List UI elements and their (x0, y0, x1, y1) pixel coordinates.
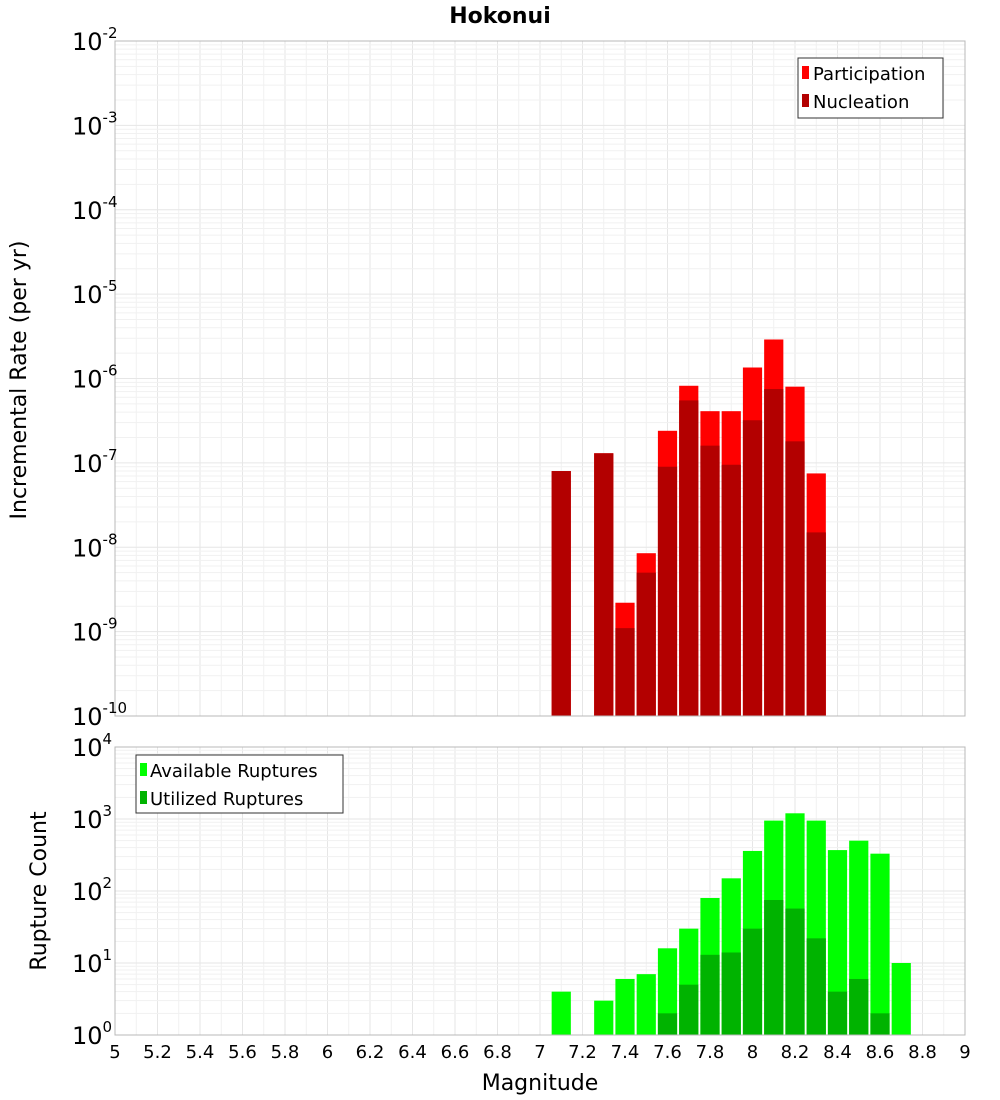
rate-y-tick-label: 10-7 (72, 446, 118, 478)
magnitude-x-ticks: 5 5.2 5.4 5.6 5.8 6 6.2 6.4 6.6 6.8 7 7.2 7.4 7.6 7.8 8… (109, 1042, 970, 1063)
count-y-tick-label: 101 (72, 946, 112, 978)
rate-y-ticks: 10-10 10-9 10-8 10-7 10-6 10-5 10-4 10-3 10-2 (72, 24, 127, 731)
count-bar-available-ruptures (657, 948, 678, 1035)
rate-y-tick-label: 10-6 (72, 362, 118, 394)
x-tick-label: 8.4 (823, 1042, 852, 1063)
count-bar-utilized-ruptures (764, 899, 784, 1035)
rate-legend: Participation Nucleation (797, 57, 944, 119)
rate-y-tick-label: 10-3 (72, 108, 118, 140)
rate-bar-nucleation (657, 466, 678, 716)
nucleation-legend-label: Nucleation (813, 92, 909, 113)
rupture-count-y-axis-label: Rupture Count (27, 811, 52, 971)
x-tick-label: 5.4 (186, 1042, 215, 1063)
count-bar-available-ruptures (551, 991, 571, 1035)
nucleation-legend-swatch (802, 94, 809, 107)
rate-bar-nucleation (785, 441, 805, 716)
x-tick-label: 6.6 (441, 1042, 470, 1063)
x-tick-label: 9 (959, 1042, 970, 1063)
magnitude-x-axis-label: Magnitude (482, 1071, 599, 1096)
rate-bar-nucleation (806, 532, 826, 716)
rate-bars (551, 339, 826, 716)
count-legend: Available Ruptures Utilized Ruptures (135, 754, 344, 814)
count-bar-available-ruptures (870, 853, 890, 1035)
rate-panel: 10-10 10-9 10-8 10-7 10-6 10-5 10-4 10-3 10-2 In… (7, 24, 966, 731)
count-bar-available-ruptures (636, 974, 656, 1035)
x-tick-label: 5 (109, 1042, 120, 1063)
x-tick-label: 7.6 (653, 1042, 682, 1063)
x-tick-label: 8 (747, 1042, 758, 1063)
count-bar-utilized-ruptures (785, 908, 805, 1035)
count-legend-box (135, 754, 344, 814)
count-bar-available-ruptures (615, 978, 635, 1035)
count-y-tick-label: 103 (72, 802, 112, 834)
count-bar-utilized-ruptures (679, 984, 699, 1035)
rate-grid (114, 41, 966, 717)
rate-y-tick-label: 10-2 (72, 24, 118, 56)
rate-y-tick-label: 10-5 (72, 277, 118, 309)
participation-legend-swatch (802, 66, 809, 79)
x-tick-label: 7 (534, 1042, 545, 1063)
count-y-tick-label: 104 (72, 730, 112, 762)
count-panel: 100 101 102 103 104 5 5.2 5.4 5.6 5.8 6 6.2 6.4 6.6 6… (27, 730, 971, 1096)
available-legend-swatch (140, 763, 147, 776)
x-tick-label: 7.8 (696, 1042, 725, 1063)
x-tick-label: 5.8 (271, 1042, 300, 1063)
count-plot-frame (114, 746, 966, 1036)
rate-bar-nucleation (721, 464, 741, 716)
x-tick-label: 6.4 (398, 1042, 427, 1063)
utilized-legend-swatch (140, 791, 147, 804)
participation-legend-label: Participation (813, 64, 925, 85)
x-tick-label: 5.6 (228, 1042, 257, 1063)
rate-y-tick-label: 10-8 (72, 530, 118, 562)
rate-y-tick-label: 10-9 (72, 615, 118, 647)
x-tick-label: 8.8 (908, 1042, 937, 1063)
x-tick-label: 8.6 (866, 1042, 895, 1063)
rate-bar-nucleation (636, 572, 656, 716)
rate-bar-nucleation (594, 453, 614, 716)
count-bar-available-ruptures (827, 850, 848, 1035)
count-bar-utilized-ruptures (721, 952, 741, 1035)
count-y-tick-label: 100 (72, 1018, 112, 1050)
count-bar-utilized-ruptures (700, 954, 720, 1035)
rate-y-tick-label: 10-10 (72, 699, 127, 731)
rate-bar-nucleation (700, 445, 720, 716)
x-tick-label: 7.2 (568, 1042, 597, 1063)
rate-legend-box (797, 57, 944, 119)
count-bar-utilized-ruptures (742, 928, 763, 1035)
rate-bar-nucleation (764, 389, 784, 716)
x-tick-label: 6.2 (356, 1042, 385, 1063)
x-tick-label: 6 (322, 1042, 333, 1063)
count-bar-available-ruptures (891, 963, 911, 1035)
count-bar-utilized-ruptures (870, 1013, 890, 1035)
count-y-ticks: 100 101 102 103 104 (72, 730, 112, 1050)
utilized-legend-label: Utilized Ruptures (150, 789, 303, 810)
x-tick-label: 8.2 (781, 1042, 810, 1063)
rate-y-axis-label: Incremental Rate (per yr) (7, 241, 32, 520)
x-tick-label: 6.8 (483, 1042, 512, 1063)
rate-plot-frame (114, 40, 966, 717)
count-bar-available-ruptures (594, 1000, 614, 1035)
rate-bar-nucleation (742, 420, 763, 716)
count-bar-utilized-ruptures (827, 991, 848, 1035)
rate-y-tick-label: 10-4 (72, 193, 118, 225)
rate-bar-nucleation (551, 471, 571, 716)
x-tick-label: 5.2 (143, 1042, 172, 1063)
count-bars (551, 813, 911, 1035)
chart-title: Hokonui (449, 4, 551, 29)
count-bar-utilized-ruptures (657, 1013, 678, 1035)
count-bar-utilized-ruptures (806, 938, 826, 1035)
count-y-tick-label: 102 (72, 874, 112, 906)
x-tick-label: 7.4 (611, 1042, 640, 1063)
available-legend-label: Available Ruptures (150, 761, 318, 782)
rate-bar-nucleation (615, 628, 635, 716)
count-bar-utilized-ruptures (849, 978, 869, 1035)
rate-bar-nucleation (679, 400, 699, 716)
